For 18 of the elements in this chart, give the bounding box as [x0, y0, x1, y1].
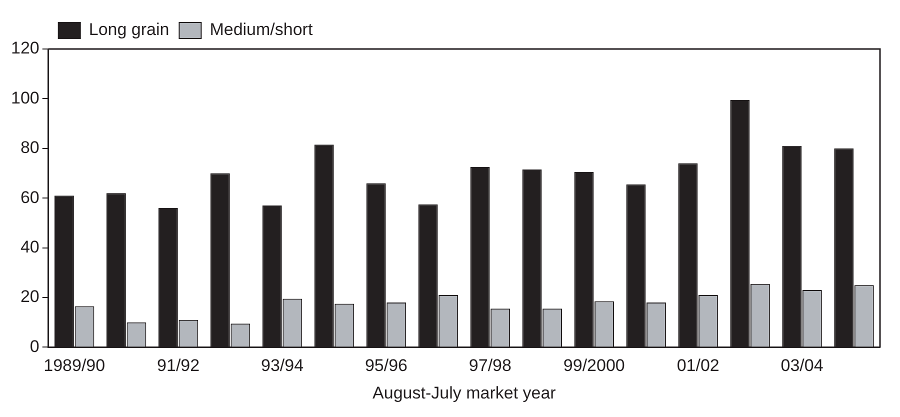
y-tick-label: 100 — [10, 88, 40, 108]
y-tick-label: 40 — [20, 237, 40, 256]
x-tick-label: 1989/90 — [44, 356, 106, 376]
x-tick-label: 99/2000 — [563, 356, 625, 376]
y-tick-label: 20 — [20, 287, 40, 306]
x-tick-label: 93/94 — [260, 356, 304, 376]
x-tick-label: 03/04 — [780, 356, 824, 376]
legend-label: Medium/short — [210, 20, 313, 40]
y-tick-label: 120 — [10, 38, 40, 58]
x-axis-title: August-July market year — [372, 383, 556, 402]
legend-label: Long grain — [88, 20, 170, 40]
y-tick-label: 0 — [30, 336, 40, 356]
y-tick-label: 80 — [20, 138, 40, 158]
x-tick-label: 01/02 — [676, 356, 720, 376]
x-tick-label: 97/98 — [468, 356, 512, 376]
x-tick-label: 91/92 — [157, 356, 200, 376]
y-tick-label: 60 — [20, 188, 40, 207]
x-tick-label: 95/96 — [364, 356, 408, 376]
